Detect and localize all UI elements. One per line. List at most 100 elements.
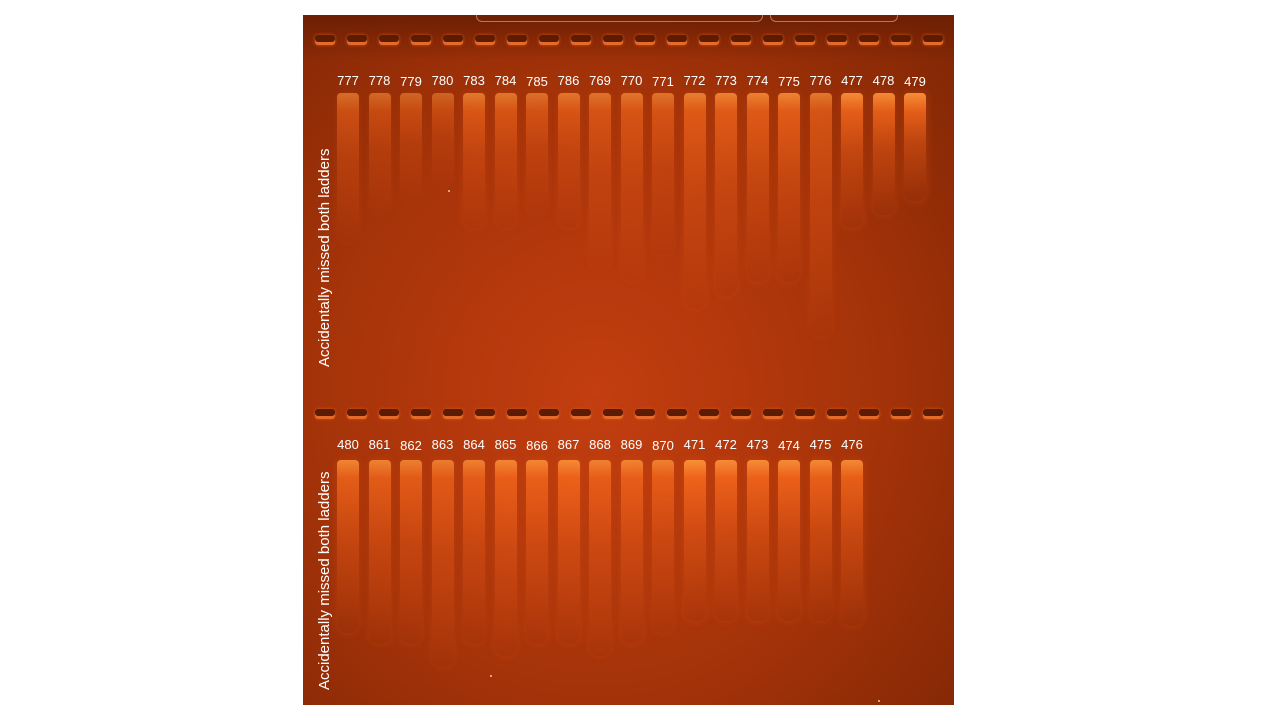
gel-well bbox=[891, 35, 911, 45]
lane-label: 773 bbox=[715, 73, 737, 88]
gel-lane bbox=[841, 460, 863, 626]
gel-well bbox=[635, 35, 655, 45]
gel-lane bbox=[809, 93, 832, 336]
gel-well bbox=[315, 409, 335, 419]
lane-label: 868 bbox=[589, 437, 611, 452]
gel-well bbox=[411, 35, 431, 45]
lane-label: 866 bbox=[526, 438, 548, 453]
lane-label: 772 bbox=[683, 73, 706, 88]
gel-lane bbox=[589, 93, 611, 269]
gel-well bbox=[411, 409, 431, 419]
gel-well bbox=[827, 35, 847, 45]
gel-lane bbox=[872, 93, 895, 215]
gel-well bbox=[347, 409, 367, 419]
gel-well bbox=[315, 35, 335, 45]
gel-well bbox=[443, 35, 463, 45]
gel-well bbox=[731, 409, 751, 419]
lane-label: 865 bbox=[494, 437, 517, 452]
gel-well bbox=[923, 35, 943, 45]
gel-well bbox=[795, 409, 815, 419]
gel-well bbox=[763, 409, 783, 419]
gel-well bbox=[379, 35, 399, 45]
gel-lane bbox=[683, 460, 706, 621]
lane-label: 775 bbox=[778, 74, 800, 89]
gel-lane bbox=[652, 460, 674, 633]
lane-label: 776 bbox=[809, 73, 832, 88]
lane-label: 477 bbox=[841, 73, 863, 88]
lane-label: 769 bbox=[589, 73, 611, 88]
side-note-bottom: Accidentally missed both ladders bbox=[316, 471, 333, 690]
lane-label: 479 bbox=[904, 74, 926, 89]
gel-well bbox=[603, 409, 623, 419]
gel-well bbox=[571, 35, 591, 45]
gel-well bbox=[539, 409, 559, 419]
lane-label: 771 bbox=[652, 74, 674, 89]
dust-speck bbox=[448, 190, 450, 192]
gel-well bbox=[475, 409, 495, 419]
gel-lane bbox=[526, 93, 548, 215]
gel-lane bbox=[778, 93, 800, 282]
gel-lane bbox=[494, 93, 517, 228]
gel-lane bbox=[400, 460, 422, 644]
gel-image: 777 778 779 780 783 784 785 786 769 770 771 772 773 7… bbox=[303, 15, 954, 705]
gel-well bbox=[347, 35, 367, 45]
side-note-top: Accidentally missed both ladders bbox=[316, 148, 333, 367]
gel-lane bbox=[715, 93, 737, 296]
dust-speck bbox=[878, 700, 880, 702]
gel-lane bbox=[463, 93, 485, 228]
lane-label: 870 bbox=[652, 438, 674, 453]
gel-well bbox=[635, 409, 655, 419]
dust-speck bbox=[490, 675, 492, 677]
gel-well bbox=[475, 35, 495, 45]
gel-well bbox=[507, 35, 527, 45]
gel-well bbox=[539, 35, 559, 45]
lane-label: 783 bbox=[463, 73, 485, 88]
gel-well bbox=[699, 409, 719, 419]
gel-lane bbox=[557, 460, 580, 644]
gel-lane bbox=[746, 93, 769, 282]
gel-lane bbox=[463, 460, 485, 644]
lane-label: 785 bbox=[526, 74, 548, 89]
gel-lane bbox=[431, 93, 454, 188]
gel-well bbox=[507, 409, 527, 419]
comb-mark-right bbox=[770, 15, 898, 22]
gel-lane bbox=[904, 93, 926, 201]
lane-label: 476 bbox=[841, 437, 863, 452]
gel-lane bbox=[841, 93, 863, 228]
gel-lane bbox=[620, 460, 643, 644]
lane-label: 786 bbox=[557, 73, 580, 88]
gel-well bbox=[795, 35, 815, 45]
gel-well bbox=[379, 409, 399, 419]
lane-label: 770 bbox=[620, 73, 643, 88]
gel-lane bbox=[652, 93, 674, 255]
well-row-bottom bbox=[303, 407, 954, 421]
gel-lane bbox=[368, 93, 391, 215]
gel-well bbox=[731, 35, 751, 45]
lane-label: 472 bbox=[715, 437, 737, 452]
gel-lane bbox=[746, 460, 769, 621]
gel-well bbox=[667, 35, 687, 45]
gel-well bbox=[667, 409, 687, 419]
gel-well bbox=[603, 35, 623, 45]
gel-lane bbox=[809, 460, 832, 621]
gel-well bbox=[763, 35, 783, 45]
gel-well bbox=[923, 409, 943, 419]
gel-lane bbox=[715, 460, 737, 621]
comb-mark-left bbox=[476, 15, 763, 22]
lane-label: 867 bbox=[557, 437, 580, 452]
gel-lane bbox=[431, 460, 454, 667]
lane-label: 869 bbox=[620, 437, 643, 452]
lane-label: 480 bbox=[337, 437, 359, 452]
gel-lane bbox=[620, 93, 643, 282]
lane-label: 475 bbox=[809, 437, 832, 452]
lane-label: 473 bbox=[746, 437, 769, 452]
lane-label: 778 bbox=[368, 73, 391, 88]
gel-lane bbox=[778, 460, 800, 621]
lane-label: 478 bbox=[872, 73, 895, 88]
lane-label: 863 bbox=[431, 437, 454, 452]
gel-lane bbox=[557, 93, 580, 228]
gel-lane bbox=[337, 93, 359, 242]
gel-well bbox=[859, 409, 879, 419]
lane-label: 474 bbox=[778, 438, 800, 453]
lane-label: 864 bbox=[463, 437, 485, 452]
